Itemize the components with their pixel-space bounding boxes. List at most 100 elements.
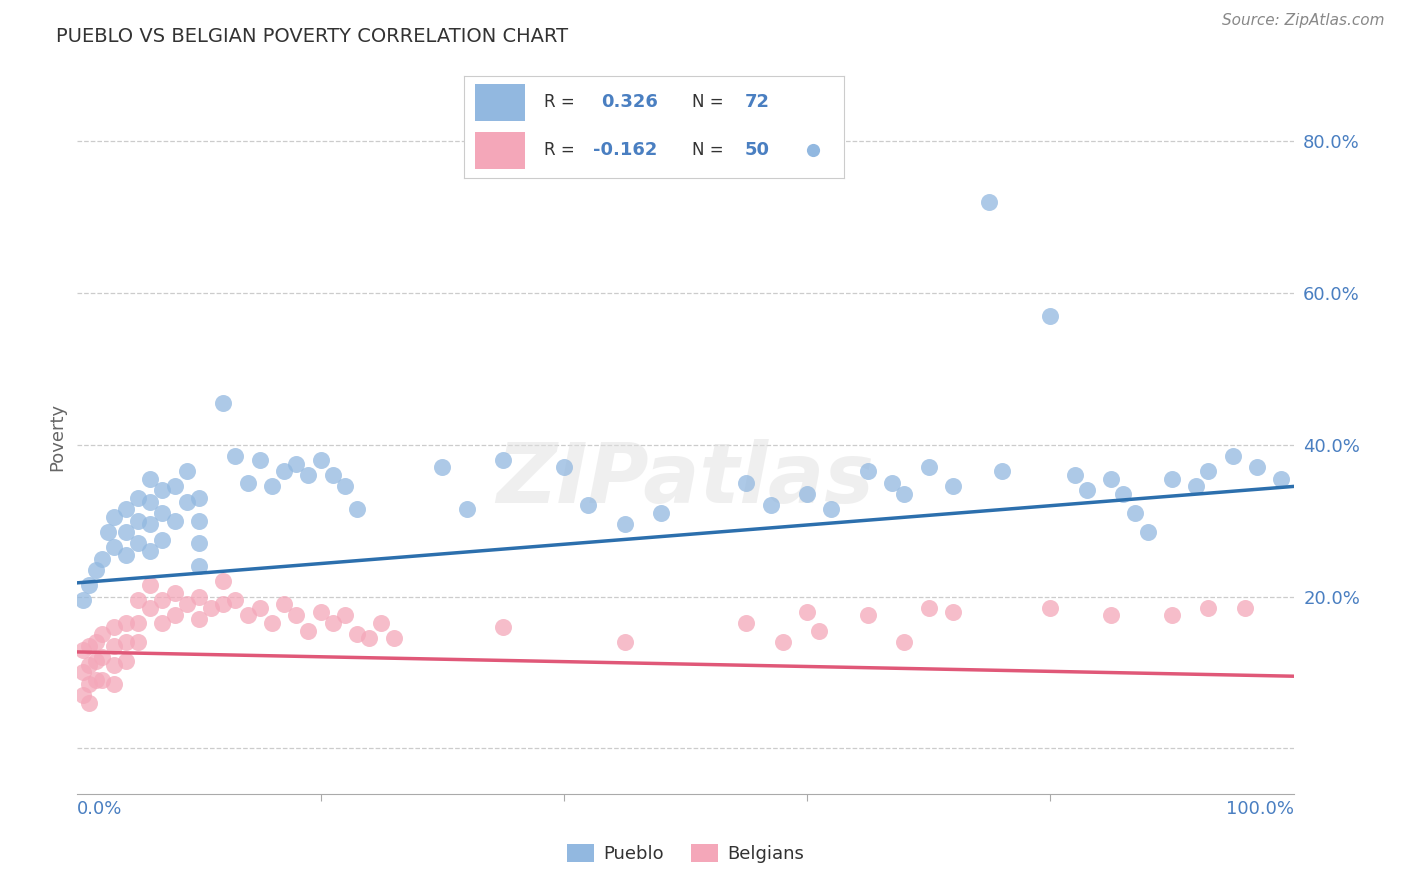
Point [90, 673, 112, 687]
Point [90, 627, 112, 641]
Point [84, 654, 107, 668]
Point [127, 536, 149, 550]
Point [759, 499, 782, 513]
Point [103, 657, 125, 672]
Point [309, 453, 332, 467]
Point [322, 616, 344, 631]
Point [90, 650, 112, 665]
Point [1197, 464, 1219, 478]
Point [1063, 468, 1085, 483]
Point [1222, 449, 1244, 463]
Point [79, 696, 101, 710]
Point [79, 639, 101, 653]
Point [801, 143, 824, 157]
Point [249, 453, 271, 467]
Point [127, 593, 149, 607]
Point [139, 494, 162, 508]
Point [613, 635, 636, 649]
Point [176, 494, 198, 508]
Point [79, 578, 101, 592]
Point [1076, 483, 1098, 498]
Point [188, 559, 211, 574]
Text: 72: 72 [745, 93, 770, 111]
Point [382, 632, 405, 646]
Legend: Pueblo, Belgians: Pueblo, Belgians [560, 837, 811, 871]
Point [456, 502, 478, 516]
Point [1197, 600, 1219, 615]
Point [103, 620, 125, 634]
Text: N =: N = [692, 93, 728, 111]
Point [346, 502, 368, 516]
Point [1161, 608, 1184, 623]
Point [163, 479, 186, 493]
Point [79, 657, 101, 672]
Point [139, 600, 162, 615]
Point [127, 616, 149, 631]
Point [1099, 608, 1122, 623]
Point [979, 194, 1001, 209]
Point [79, 677, 101, 691]
Point [772, 635, 794, 649]
Point [260, 616, 283, 631]
Point [139, 517, 162, 532]
Point [72, 688, 94, 702]
Point [212, 396, 235, 410]
Point [990, 464, 1012, 478]
Point [139, 544, 162, 558]
Point [808, 624, 831, 638]
Point [1099, 472, 1122, 486]
Bar [475, 132, 524, 169]
Point [882, 475, 904, 490]
Point [735, 616, 758, 631]
Point [333, 479, 356, 493]
Point [176, 464, 198, 478]
Bar [475, 84, 524, 121]
Point [322, 468, 344, 483]
Point [918, 600, 941, 615]
Point [72, 593, 94, 607]
Point [84, 673, 107, 687]
Text: Source: ZipAtlas.com: Source: ZipAtlas.com [1222, 13, 1385, 29]
Point [430, 460, 453, 475]
Point [212, 597, 235, 611]
Point [152, 483, 174, 498]
Point [1125, 506, 1147, 520]
Point [127, 635, 149, 649]
Text: R =: R = [544, 141, 579, 159]
Point [1270, 472, 1292, 486]
Point [1246, 460, 1268, 475]
Point [492, 453, 515, 467]
Point [115, 524, 138, 539]
Point [492, 620, 515, 634]
Point [84, 635, 107, 649]
Point [127, 514, 149, 528]
Point [613, 517, 636, 532]
Point [260, 479, 283, 493]
Point [139, 472, 162, 486]
Point [224, 593, 246, 607]
Point [188, 514, 211, 528]
Point [188, 491, 211, 505]
Point [152, 593, 174, 607]
Point [188, 612, 211, 626]
Point [942, 605, 965, 619]
Point [115, 502, 138, 516]
Point [72, 665, 94, 680]
Point [163, 514, 186, 528]
Point [72, 642, 94, 657]
Point [1185, 479, 1208, 493]
Point [1039, 309, 1062, 323]
Text: N =: N = [692, 141, 728, 159]
Point [796, 487, 818, 501]
Point [1039, 600, 1062, 615]
Text: -0.162: -0.162 [593, 141, 658, 159]
Point [285, 608, 308, 623]
Point [370, 616, 392, 631]
Point [796, 605, 818, 619]
Point [90, 551, 112, 566]
Point [735, 475, 758, 490]
Point [1161, 472, 1184, 486]
Point [103, 639, 125, 653]
Text: R =: R = [544, 93, 579, 111]
Point [576, 499, 599, 513]
